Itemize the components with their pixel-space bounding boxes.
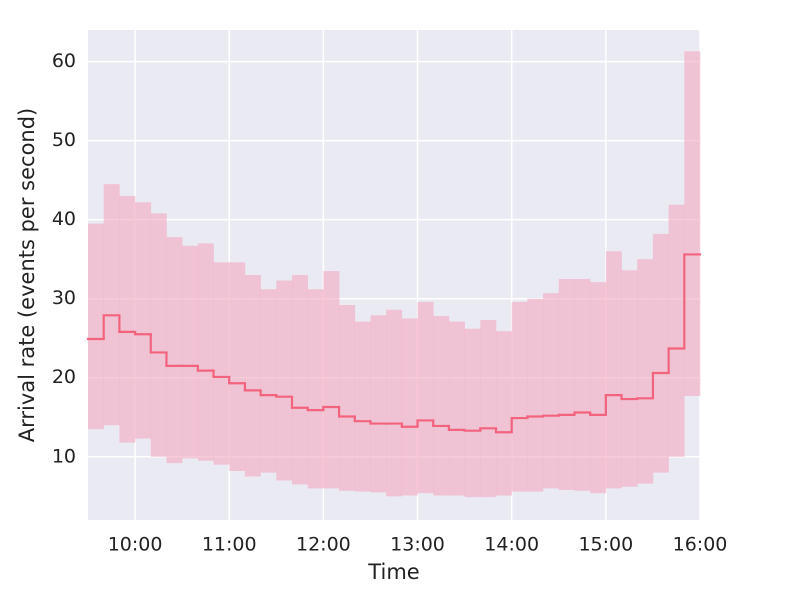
x-tick-label: 15:00 xyxy=(578,534,633,556)
y-tick-label: 50 xyxy=(52,129,76,151)
y-tick-label: 40 xyxy=(52,208,76,230)
band xyxy=(621,270,638,487)
band xyxy=(182,245,199,459)
band xyxy=(354,321,371,492)
y-axis-label: Arrival rate (events per second) xyxy=(15,108,39,443)
band xyxy=(166,237,183,464)
band xyxy=(417,301,434,494)
band xyxy=(605,251,622,489)
band xyxy=(558,278,575,490)
band xyxy=(276,280,293,481)
band xyxy=(260,289,277,473)
band xyxy=(464,328,481,498)
x-tick-label: 11:00 xyxy=(202,534,257,556)
band xyxy=(527,298,544,492)
band xyxy=(401,318,418,496)
x-tick-label: 14:00 xyxy=(484,534,539,556)
band xyxy=(448,321,465,496)
band xyxy=(119,195,136,443)
y-tick-label: 10 xyxy=(52,445,76,467)
band xyxy=(103,184,120,426)
band xyxy=(213,262,230,465)
band xyxy=(244,275,261,477)
band xyxy=(652,233,669,473)
band xyxy=(323,271,340,489)
band xyxy=(386,309,403,497)
x-axis-label: Time xyxy=(367,560,419,584)
band xyxy=(637,259,654,484)
band xyxy=(433,316,450,496)
band xyxy=(668,204,685,457)
y-tick-label: 60 xyxy=(52,50,76,72)
x-tick-label: 16:00 xyxy=(673,534,728,556)
band xyxy=(197,243,214,461)
y-tick-label: 30 xyxy=(52,287,76,309)
band xyxy=(496,331,512,496)
band xyxy=(229,262,246,471)
band xyxy=(590,282,607,494)
band xyxy=(307,289,324,489)
band xyxy=(135,202,152,439)
band xyxy=(574,278,591,491)
band xyxy=(150,213,167,457)
band xyxy=(684,51,701,396)
x-tick-label: 12:00 xyxy=(296,534,351,556)
band xyxy=(543,293,560,489)
band xyxy=(88,223,104,430)
x-tick-label: 13:00 xyxy=(390,534,445,556)
y-tick-label: 20 xyxy=(52,366,76,388)
band xyxy=(480,320,497,498)
band xyxy=(511,301,528,492)
band xyxy=(292,275,308,485)
band xyxy=(339,305,356,491)
x-tick-label: 10:00 xyxy=(108,534,163,556)
band xyxy=(370,315,387,493)
